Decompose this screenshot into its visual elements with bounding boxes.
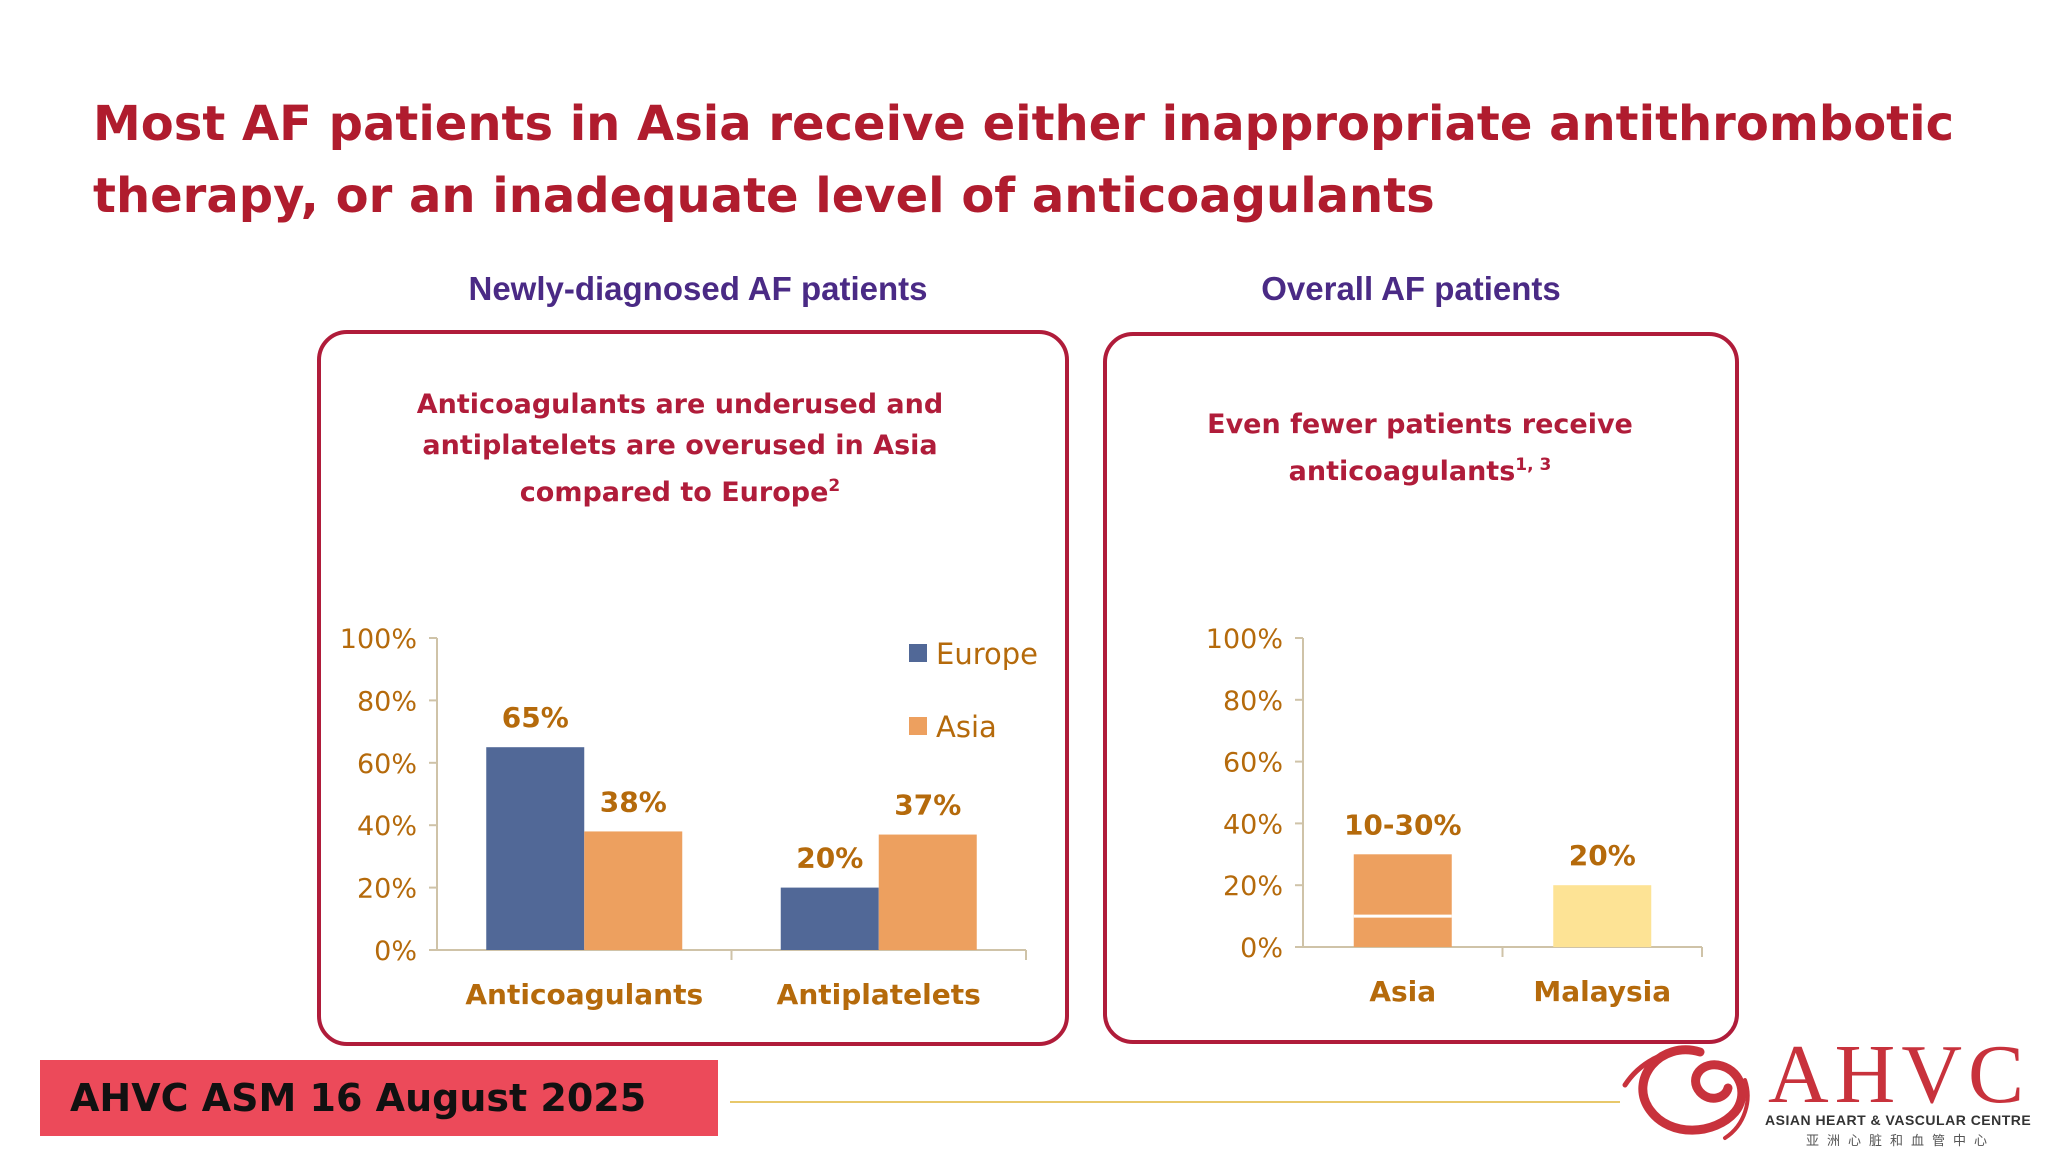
right-chart-category-label: Malaysia: [1533, 975, 1671, 1008]
right-chart-y-tick-label: 80%: [1223, 686, 1283, 717]
left-chart-legend-swatch: [909, 644, 927, 662]
right-chart-category-label: Asia: [1369, 975, 1436, 1008]
right-chart-y-tick-label: 40%: [1223, 809, 1283, 840]
left-chart-y-tick-label: 20%: [357, 874, 417, 905]
left-chart-bar-europe: [780, 887, 879, 950]
left-panel-heading: Newly-diagnosed AF patients: [468, 270, 928, 307]
footer-banner: [40, 1060, 718, 1136]
right-chart-bar-malaysia: [1553, 885, 1652, 947]
left-chart-bar-asia: [584, 831, 683, 950]
left-chart-y-tick-label: 80%: [357, 686, 417, 717]
left-chart-y-tick-label: 100%: [340, 624, 417, 655]
left-chart-legend-label: Asia: [936, 710, 997, 744]
right-panel-heading: Overall AF patients: [1261, 270, 1561, 307]
right-chart-y-tick-label: 20%: [1223, 871, 1283, 902]
right-chart-y-tick-label: 60%: [1223, 748, 1283, 779]
left-chart-category-label: Anticoagulants: [465, 978, 703, 1011]
left-chart-bar-asia: [878, 834, 977, 950]
left-panel-subtitle-text: Anticoagulants are underused and antipla…: [416, 389, 944, 508]
left-chart-data-label: 37%: [894, 789, 961, 822]
left-chart-data-label: 65%: [502, 701, 569, 734]
footer-event: AHVC ASM 16 August 2025: [70, 1076, 647, 1120]
right-chart-data-label: 10-30%: [1344, 808, 1462, 841]
right-panel-subtitle: Even fewer patients receive anticoagulan…: [1160, 404, 1680, 492]
left-panel-subtitle-ref: 2: [828, 476, 841, 496]
left-chart-category-label: Antiplatelets: [777, 978, 981, 1011]
logo-wordmark: AHVC: [1768, 1028, 2031, 1121]
left-chart-y-tick-label: 60%: [357, 749, 417, 780]
left-chart-data-label: 20%: [796, 842, 863, 875]
left-chart-legend-swatch: [909, 717, 927, 735]
left-chart-y-tick-label: 0%: [374, 936, 417, 967]
left-chart-bar-europe: [486, 747, 585, 950]
right-chart-y-tick-label: 0%: [1240, 933, 1283, 964]
left-panel-subtitle: Anticoagulants are underused and antipla…: [360, 384, 1000, 513]
right-chart-bar-asia: [1353, 854, 1452, 947]
right-panel-subtitle-ref: 1, 3: [1515, 455, 1552, 475]
right-chart-data-label: 20%: [1569, 839, 1636, 872]
slide-title: Most AF patients in Asia receive either …: [93, 96, 1955, 224]
left-chart-data-label: 38%: [600, 785, 667, 818]
logo-chinese-name: 亚洲心脏和血管中心: [1806, 1134, 1996, 1149]
right-panel-subtitle-text: Even fewer patients receive anticoagulan…: [1207, 409, 1633, 487]
left-chart-y-tick-label: 40%: [357, 811, 417, 842]
footer-divider: [730, 1101, 1620, 1103]
logo-name: ASIAN HEART & VASCULAR CENTRE: [1765, 1112, 2032, 1128]
left-chart-legend-label: Europe: [936, 637, 1038, 671]
right-chart-y-tick-label: 100%: [1206, 624, 1283, 655]
